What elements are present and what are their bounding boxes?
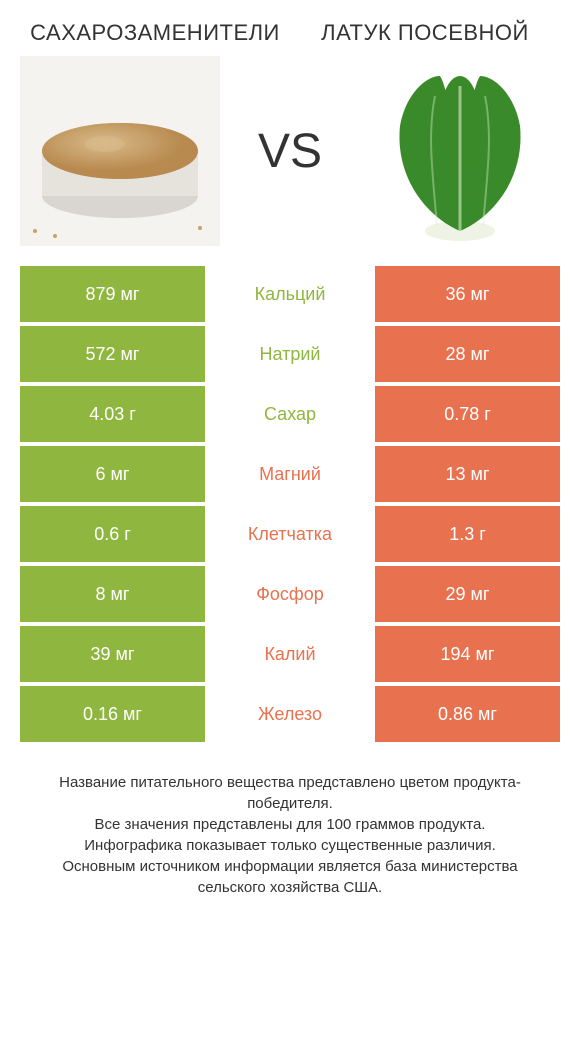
product-images-row: vs [20, 56, 560, 246]
left-value: 6 мг [20, 446, 205, 502]
table-row: 4.03 гСахар0.78 г [20, 386, 560, 442]
table-row: 6 мгМагний13 мг [20, 446, 560, 502]
footer-line: Основным источником информации является … [30, 856, 550, 898]
right-product-image [360, 56, 560, 246]
nutrient-label: Магний [205, 446, 375, 502]
left-product-image [20, 56, 220, 246]
left-value: 39 мг [20, 626, 205, 682]
nutrient-label: Фосфор [205, 566, 375, 622]
right-value: 0.78 г [375, 386, 560, 442]
right-value: 29 мг [375, 566, 560, 622]
comparison-infographic: Сахарозаменители Латук посевной [0, 0, 580, 908]
right-value: 1.3 г [375, 506, 560, 562]
table-row: 572 мгНатрий28 мг [20, 326, 560, 382]
header-titles: Сахарозаменители Латук посевной [20, 20, 560, 46]
table-row: 0.6 гКлетчатка1.3 г [20, 506, 560, 562]
nutrient-label: Калий [205, 626, 375, 682]
table-row: 39 мгКалий194 мг [20, 626, 560, 682]
nutrient-label: Сахар [205, 386, 375, 442]
left-value: 4.03 г [20, 386, 205, 442]
footer-line: Инфографика показывает только существенн… [30, 835, 550, 856]
left-value: 0.16 мг [20, 686, 205, 742]
vs-label: vs [258, 124, 322, 179]
right-value: 0.86 мг [375, 686, 560, 742]
right-value: 36 мг [375, 266, 560, 322]
lettuce-icon [365, 56, 555, 246]
right-value: 194 мг [375, 626, 560, 682]
nutrient-label: Железо [205, 686, 375, 742]
left-value: 0.6 г [20, 506, 205, 562]
left-value: 879 мг [20, 266, 205, 322]
left-product-title: Сахарозаменители [20, 20, 290, 46]
nutrient-label: Клетчатка [205, 506, 375, 562]
right-value: 28 мг [375, 326, 560, 382]
right-value: 13 мг [375, 446, 560, 502]
table-row: 8 мгФосфор29 мг [20, 566, 560, 622]
comparison-table: 879 мгКальций36 мг572 мгНатрий28 мг4.03 … [20, 266, 560, 742]
nutrient-label: Натрий [205, 326, 375, 382]
table-row: 0.16 мгЖелезо0.86 мг [20, 686, 560, 742]
left-value: 8 мг [20, 566, 205, 622]
footer-notes: Название питательного вещества представл… [20, 772, 560, 898]
footer-line: Название питательного вещества представл… [30, 772, 550, 814]
nutrient-label: Кальций [205, 266, 375, 322]
footer-line: Все значения представлены для 100 граммо… [30, 814, 550, 835]
right-product-title: Латук посевной [290, 20, 560, 46]
table-row: 879 мгКальций36 мг [20, 266, 560, 322]
left-value: 572 мг [20, 326, 205, 382]
sweetener-icon [20, 56, 220, 246]
